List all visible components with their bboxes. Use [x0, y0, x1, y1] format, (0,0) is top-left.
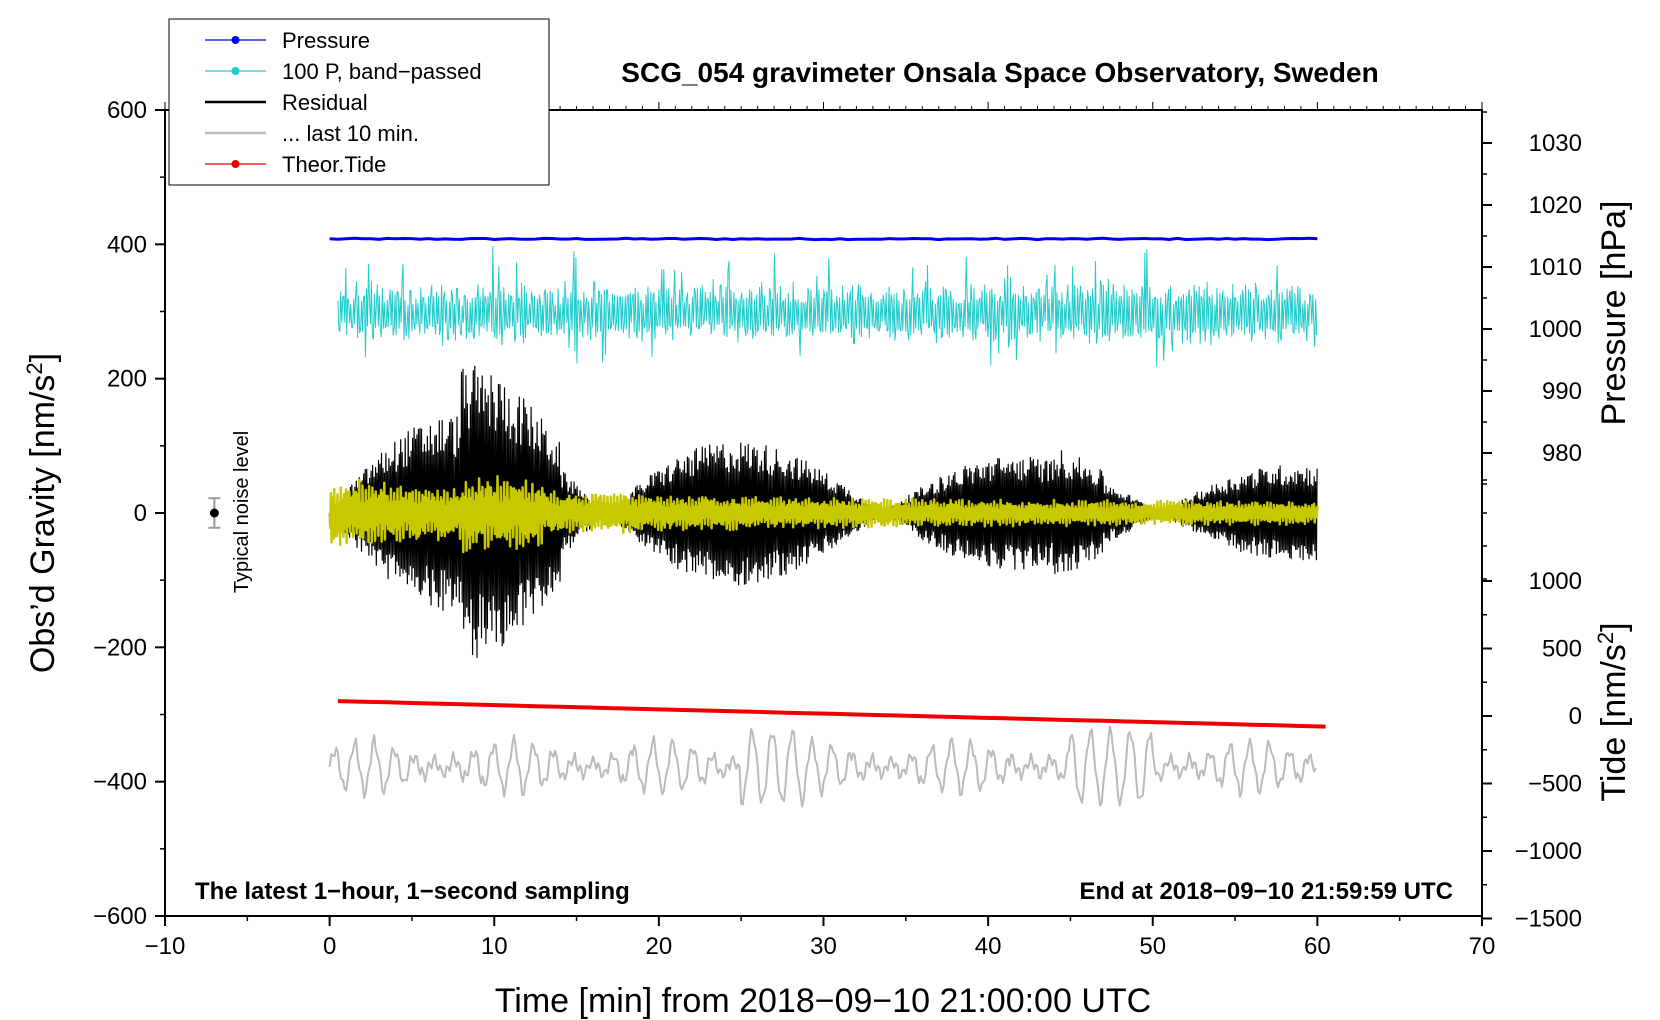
- y-axis-left-title: Obs’d Gravity [nm/s2]: [22, 353, 63, 673]
- x-tick-label: 70: [1469, 933, 1496, 960]
- pressure-tick-label: 990: [1542, 378, 1582, 405]
- series-last-10-min: [328, 725, 1317, 808]
- x-tick-label: 40: [975, 933, 1002, 960]
- x-axis-title: Time [min] from 2018−09−10 21:00:00 UTC: [495, 982, 1151, 1020]
- pressure-tick-label: 1030: [1529, 130, 1582, 157]
- tide-tick-label: 1000: [1529, 568, 1582, 595]
- chart-title: SCG_054 gravimeter Onsala Space Observat…: [621, 57, 1378, 88]
- legend-marker: [231, 160, 240, 168]
- series-theor-tide: [337, 699, 1326, 729]
- series-pressure: [329, 236, 1318, 242]
- tide-tick-label: 500: [1542, 636, 1582, 663]
- y-axis-pressure-title: Pressure [hPa]: [1595, 201, 1633, 426]
- legend-marker: [231, 67, 240, 75]
- y-left-tick-label: −400: [93, 769, 147, 796]
- y-left-tick-label: 200: [107, 366, 147, 393]
- x-tick-label: 10: [481, 933, 508, 960]
- x-tick-label: 50: [1139, 933, 1166, 960]
- y-left-tick-label: −600: [93, 903, 147, 930]
- y-left-tick-label: −200: [93, 634, 147, 661]
- legend-marker: [231, 36, 240, 44]
- tide-tick-label: 0: [1569, 703, 1582, 730]
- legend: Pressure 100 P, band−passed Residual ... la…: [168, 18, 550, 186]
- x-tick-label: −10: [145, 933, 186, 960]
- series-residual-overlay: [328, 475, 1319, 554]
- series-group: [328, 236, 1326, 808]
- pressure-tick-label: 1010: [1529, 254, 1582, 281]
- y-axis-left: −600 −400 −200 0 200 400 600: [93, 97, 165, 930]
- x-tick-label: 30: [810, 933, 837, 960]
- series-band-passed: [337, 245, 1318, 367]
- y-axis-tide-title: Tide [nm/s2]: [1593, 622, 1634, 801]
- legend-label: Residual: [282, 90, 368, 115]
- y-axis-pressure: 980 990 1000 1010 1020 1030: [1482, 111, 1582, 580]
- end-time-note: End at 2018−09−10 21:59:59 UTC: [1079, 878, 1453, 905]
- x-tick-label: 20: [646, 933, 673, 960]
- noise-marker: Typical noise level: [208, 431, 253, 593]
- noise-label: Typical noise level: [231, 431, 253, 593]
- noise-dot: [209, 508, 219, 518]
- pressure-tick-label: 1000: [1529, 316, 1582, 343]
- legend-label: Theor.Tide: [282, 152, 386, 177]
- tide-tick-label: −1000: [1515, 838, 1582, 865]
- legend-label: Pressure: [282, 28, 370, 53]
- legend-label: 100 P, band−passed: [282, 59, 482, 84]
- y-left-tick-label: 400: [107, 231, 147, 258]
- legend-label: ... last 10 min.: [282, 121, 419, 146]
- pressure-tick-label: 980: [1542, 440, 1582, 467]
- y-axis-tide: −1500 −1000 −500 0 500 1000: [1482, 568, 1582, 933]
- tide-tick-label: −500: [1528, 771, 1582, 798]
- x-tick-label: 0: [323, 933, 336, 960]
- x-tick-label: 60: [1304, 933, 1331, 960]
- pressure-tick-label: 1020: [1529, 192, 1582, 219]
- tide-tick-label: −1500: [1515, 906, 1582, 933]
- sampling-note: The latest 1−hour, 1−second sampling: [195, 878, 630, 905]
- y-left-tick-label: 0: [134, 500, 147, 527]
- x-axis: −10 0 10 20 30 40 50 60 70: [145, 916, 1496, 960]
- y-left-tick-label: 600: [107, 97, 147, 124]
